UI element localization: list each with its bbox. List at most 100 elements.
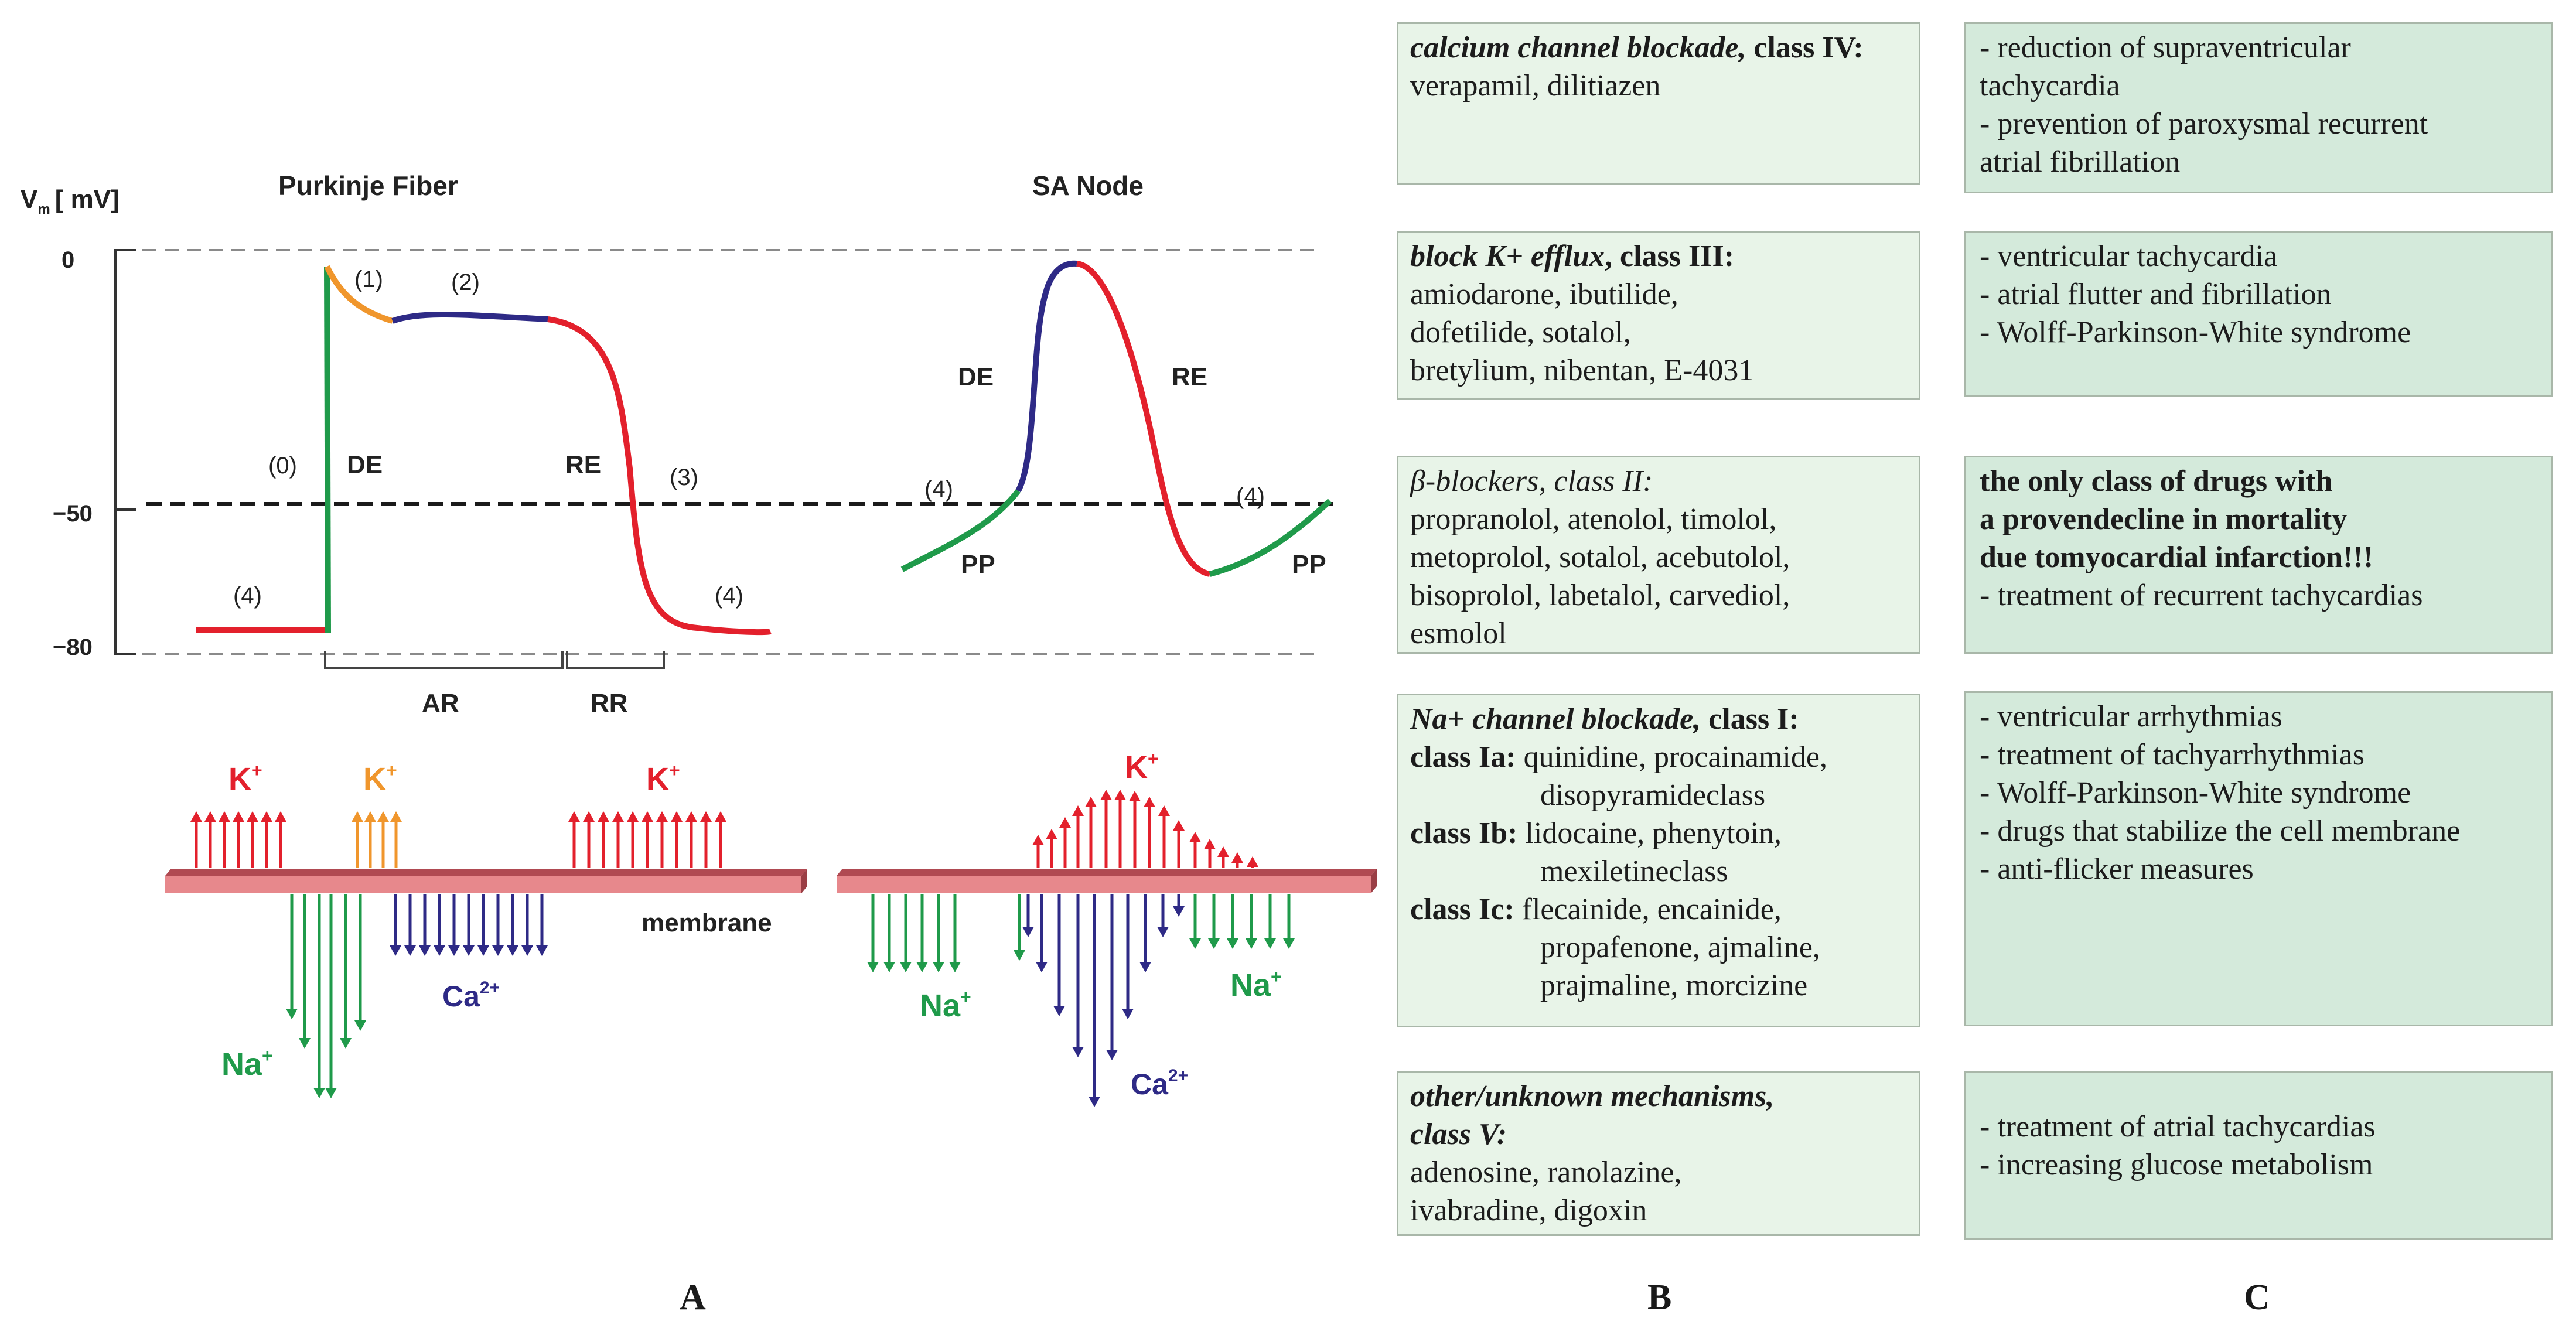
k-efflux-arrow <box>642 811 653 868</box>
k-efflux-arrow <box>671 811 683 868</box>
k-efflux-arrow <box>1247 856 1258 868</box>
sa-repolarization <box>1076 261 1211 577</box>
na-influx-arrow <box>325 894 337 1098</box>
ca-influx-arrow <box>1089 894 1100 1107</box>
phase-label-2: (2) <box>451 269 480 295</box>
k-efflux-arrow <box>598 811 609 868</box>
k-efflux-arrow <box>1204 839 1216 868</box>
na-influx-arrow <box>1283 894 1295 949</box>
panel-label-a: A <box>680 1278 706 1317</box>
ion-label-k-right: K+ <box>646 760 680 797</box>
y-axis <box>114 249 136 655</box>
purkinje-de-label: DE <box>347 450 383 479</box>
class-iii-drug-line: bretylium, nibentan, E-4031 <box>1410 354 1754 387</box>
class-iii-drugs-box: block K+ efflux, class III: amiodarone, … <box>1397 231 1920 400</box>
action-potential-diagram: Vm[ mV] 0 −50 −80 Purkinje Fiber (0) (1)… <box>21 170 1377 1107</box>
class-v-drugs-box: other/unknown mechanisms, class V: adeno… <box>1397 1071 1920 1236</box>
class-v-effects-box: - treatment of atrial tachycardias - inc… <box>1964 1071 2553 1240</box>
k-efflux-arrow <box>715 811 726 868</box>
class-iv-drug-line: verapamil, dilitiazen <box>1410 69 1661 103</box>
na-influx-arrow <box>933 894 944 972</box>
na-influx-arrow <box>916 894 928 972</box>
k-efflux-arrow <box>190 811 202 868</box>
k-efflux-arrow <box>1032 835 1044 868</box>
ca-influx-arrow <box>536 894 548 956</box>
ion-label-ca-sa: Ca2+ <box>1131 1066 1188 1101</box>
ca-influx-arrow <box>507 894 518 956</box>
class-i-label: class I: <box>1708 702 1799 736</box>
ca-influx-arrow <box>1036 894 1048 972</box>
class-iii-label: , class III: <box>1604 240 1735 273</box>
k-efflux-arrow <box>219 811 230 868</box>
ion-label-ca-left: Ca2+ <box>442 978 500 1013</box>
sa-depolarization <box>1015 260 1077 493</box>
purkinje-phase1 <box>324 265 394 324</box>
na-influx-arrow <box>1189 894 1201 949</box>
class-iv-label: class IV: <box>1753 31 1864 64</box>
k-efflux-arrow <box>627 811 639 868</box>
ca-influx-arrow <box>1157 894 1169 937</box>
class-ii-drug-line: bisoprolol, labetalol, carvediol, <box>1410 579 1790 612</box>
class-ib-drugs: lidocaine, phenytoin, <box>1525 817 1782 850</box>
sa-pp-label-left: PP <box>961 550 995 579</box>
ar-bracket <box>324 651 564 669</box>
class-v-effect: - treatment of atrial tachycardias <box>1980 1110 2376 1143</box>
na-influx-arrow <box>867 894 879 972</box>
k-efflux-arrow <box>612 811 624 868</box>
na-influx-arrow <box>949 894 961 972</box>
class-ic-drugs-cont: prajmaline, morcizine <box>1540 969 1808 1002</box>
class-ic-drugs: flecainide, encainide, <box>1521 893 1782 926</box>
class-iv-effects-box: - reduction of supraventricular tachycar… <box>1964 22 2553 193</box>
class-i-effect: - ventricular arrhythmias <box>1980 700 2282 733</box>
k-efflux-arrow <box>1144 797 1155 868</box>
ion-label-na-sa-right: Na+ <box>1230 966 1282 1003</box>
sa-node-title: SA Node <box>1032 170 1144 201</box>
k-efflux-arrow <box>261 811 272 868</box>
ca-influx-arrow <box>477 894 489 956</box>
ca-influx-arrow <box>1139 894 1151 972</box>
class-iv-drugs-box: calcium channel blockade, class IV: vera… <box>1397 22 1920 185</box>
class-i-effect: - anti-flicker measures <box>1980 852 2254 886</box>
na-influx-arrow <box>313 894 325 1098</box>
rr-bracket <box>566 651 665 669</box>
class-iv-effect: - prevention of paroxysmal recurrent <box>1980 107 2428 141</box>
na-influx-arrow <box>340 894 352 1049</box>
na-influx-arrow <box>1014 894 1025 961</box>
y-axis-label: Vm[ mV] <box>21 185 120 217</box>
k-efflux-arrow <box>233 811 244 868</box>
k-efflux-arrow <box>1231 852 1243 868</box>
class-ic-label: class Ic: <box>1410 893 1514 926</box>
ca-influx-arrow <box>390 894 401 956</box>
class-iii-effects-box: - ventricular tachycardia - atrial flutt… <box>1964 231 2553 397</box>
class-ib-drugs-cont: mexiletineclass <box>1540 855 1728 888</box>
sa-phase4-rising <box>900 489 1021 572</box>
sa-re-label: RE <box>1172 363 1207 391</box>
na-influx-arrow <box>883 894 895 972</box>
class-v-effect: - increasing glucose metabolism <box>1980 1148 2373 1182</box>
na-influx-arrow <box>286 894 298 1019</box>
class-ii-drug-line: propranolol, atenolol, timolol, <box>1410 503 1777 536</box>
class-ii-effect: - treatment of recurrent tachycardias <box>1980 579 2423 612</box>
na-influx-arrow <box>1227 894 1238 949</box>
k-efflux-arrow <box>275 811 286 868</box>
class-iii-title: block K+ efflux <box>1410 240 1605 273</box>
ca-influx-arrow <box>1122 894 1134 1019</box>
k-efflux-arrow <box>1059 817 1071 868</box>
ca-influx-arrow <box>492 894 504 956</box>
y-tick-label-minus50: −50 <box>53 501 93 527</box>
ca-influx-arrow <box>1173 894 1185 917</box>
k-efflux-arrow <box>1217 846 1229 868</box>
na-influx-arrow <box>900 894 912 972</box>
k-efflux-arrow <box>1046 829 1057 868</box>
na-influx-arrow <box>1208 894 1220 949</box>
na-influx-arrow <box>1264 894 1276 949</box>
purkinje-re-label: RE <box>565 450 601 479</box>
class-ii-effects-box: the only class of drugs with a provendec… <box>1964 456 2553 654</box>
ca-influx-arrow <box>419 894 431 956</box>
na-influx-arrow <box>1246 894 1257 949</box>
class-i-drugs-box: Na+ channel blockade, class I: class Ia:… <box>1397 694 1920 1027</box>
class-iii-effect: - Wolff-Parkinson-White syndrome <box>1980 316 2411 349</box>
class-ii-drugs-box: β-blockers, class II: propranolol, ateno… <box>1397 456 1920 654</box>
purkinje-title: Purkinje Fiber <box>278 170 458 201</box>
class-ii-title: β-blockers, class II: <box>1410 465 1653 498</box>
